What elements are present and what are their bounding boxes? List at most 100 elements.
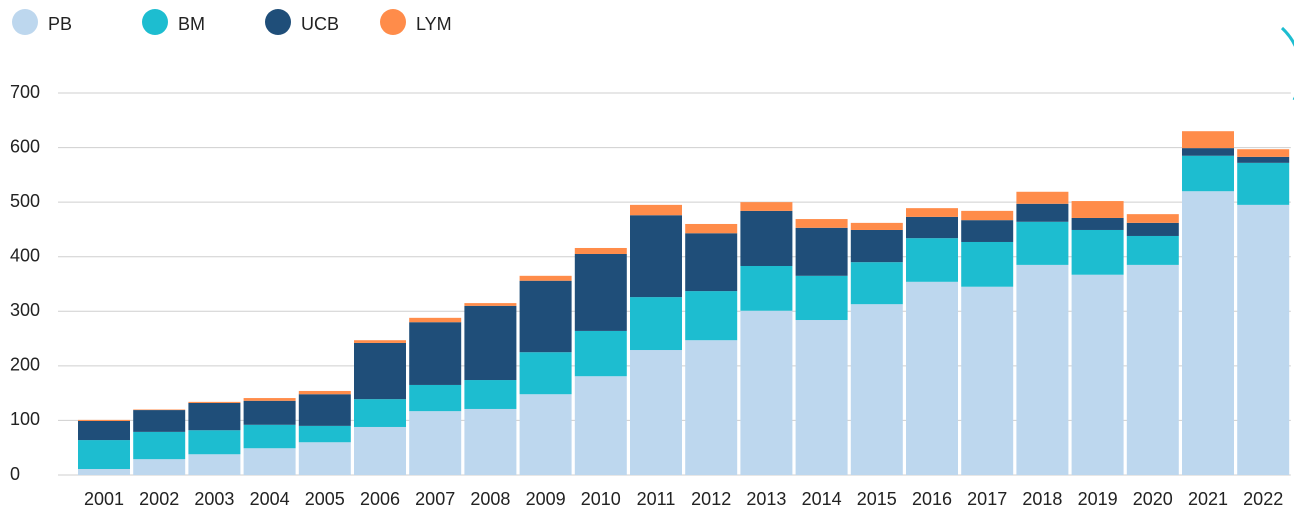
x-tick-label: 2012: [691, 489, 731, 509]
x-tick-label: 2019: [1078, 489, 1118, 509]
x-tick-label: 2013: [746, 489, 786, 509]
x-tick-label: 2017: [967, 489, 1007, 509]
bar-segment: [740, 202, 793, 211]
bar-segment: [850, 262, 903, 305]
y-tick-label: 500: [10, 191, 40, 211]
bar-segment: [574, 330, 627, 377]
bar-segment: [519, 394, 572, 475]
bar-segment: [795, 275, 848, 321]
bar-segment: [1182, 191, 1234, 475]
bar-segment: [574, 253, 627, 331]
x-tick-label: 2015: [857, 489, 897, 509]
bar-segment: [298, 390, 351, 395]
legend-label: BM: [178, 14, 205, 34]
bar-segment: [464, 305, 517, 381]
bar-segment: [133, 409, 186, 411]
x-tick-label: 2001: [84, 489, 124, 509]
x-tick-label: 2021: [1188, 489, 1228, 509]
legend-label: LYM: [416, 14, 452, 34]
bar-segment: [1182, 155, 1234, 192]
bar-segment: [519, 280, 572, 353]
bar-segment: [1126, 222, 1179, 236]
bar-segment: [1126, 235, 1179, 265]
bar-segment: [188, 401, 241, 403]
bar-segment: [298, 394, 351, 426]
bar-segment: [1182, 148, 1234, 156]
x-tick-label: 2009: [526, 489, 566, 509]
legend-label: PB: [48, 14, 72, 34]
legend-swatch: [12, 9, 38, 35]
bar-segment: [243, 400, 296, 425]
bar-segment: [1071, 217, 1124, 230]
bar-segment: [961, 241, 1014, 287]
bar-segment: [78, 468, 130, 475]
bar-segment: [298, 425, 351, 443]
x-tick-label: 2004: [250, 489, 290, 509]
x-tick-label: 2003: [194, 489, 234, 509]
bar-segment: [409, 411, 462, 475]
x-tick-label: 2008: [470, 489, 510, 509]
bar-segment: [1237, 149, 1290, 157]
bar-segment: [1016, 264, 1069, 475]
bar-segment: [409, 384, 462, 412]
bar-segment: [906, 208, 958, 217]
bar-segment: [1237, 156, 1290, 163]
bar-segment: [464, 408, 517, 475]
bar-segment: [354, 340, 406, 343]
bar-segment: [188, 402, 241, 431]
bar-segment: [630, 215, 682, 298]
y-tick-label: 200: [10, 355, 40, 375]
bar-segment: [1182, 131, 1234, 149]
bar-segment: [1016, 203, 1069, 222]
bar-segment: [133, 410, 186, 432]
bar-segment: [1016, 221, 1069, 265]
bar-segment: [354, 399, 406, 427]
legend-swatch: [265, 9, 291, 35]
x-tick-label: 2010: [581, 489, 621, 509]
bar-segment: [795, 219, 848, 228]
x-tick-label: 2007: [415, 489, 455, 509]
bar-segment: [850, 222, 903, 230]
bar-segment: [133, 431, 186, 460]
bar-segment: [1071, 274, 1124, 475]
bar-segment: [685, 223, 738, 234]
y-tick-label: 700: [10, 82, 40, 102]
bar-segment: [574, 376, 627, 475]
y-tick-label: 600: [10, 136, 40, 156]
bar-segment: [1071, 229, 1124, 275]
x-tick-label: 2011: [637, 489, 676, 509]
bar-segment: [78, 440, 130, 469]
bar-segment: [1126, 264, 1179, 475]
bar-segment: [685, 340, 738, 475]
bar-segment: [409, 322, 462, 385]
bar-segment: [961, 286, 1014, 475]
bar-segment: [906, 216, 958, 239]
bar-segment: [1237, 204, 1290, 475]
legend-swatch: [380, 9, 406, 35]
bar-segment: [685, 291, 738, 341]
x-tick-label: 2014: [802, 489, 842, 509]
bar-segment: [850, 229, 903, 263]
bar-segment: [133, 459, 186, 475]
x-tick-label: 2018: [1022, 489, 1062, 509]
x-tick-label: 2022: [1243, 489, 1283, 509]
bar-segment: [630, 204, 682, 216]
x-tick-label: 2002: [139, 489, 179, 509]
bar-segment: [1237, 162, 1290, 205]
bar-segment: [464, 303, 517, 306]
bar-segment: [906, 238, 958, 282]
bar-segment: [243, 448, 296, 475]
bar-segment: [740, 210, 793, 266]
bar-segment: [354, 426, 406, 475]
bar-segment: [740, 265, 793, 311]
bar-segment: [1071, 201, 1124, 218]
bar-segment: [519, 275, 572, 281]
y-tick-label: 0: [10, 464, 20, 484]
x-tick-label: 2020: [1133, 489, 1173, 509]
bar-segment: [1126, 214, 1179, 223]
y-tick-label: 300: [10, 300, 40, 320]
bar-segment: [188, 454, 241, 475]
bar-segment: [961, 210, 1014, 221]
bar-segment: [409, 317, 462, 323]
bar-segment: [906, 281, 958, 475]
